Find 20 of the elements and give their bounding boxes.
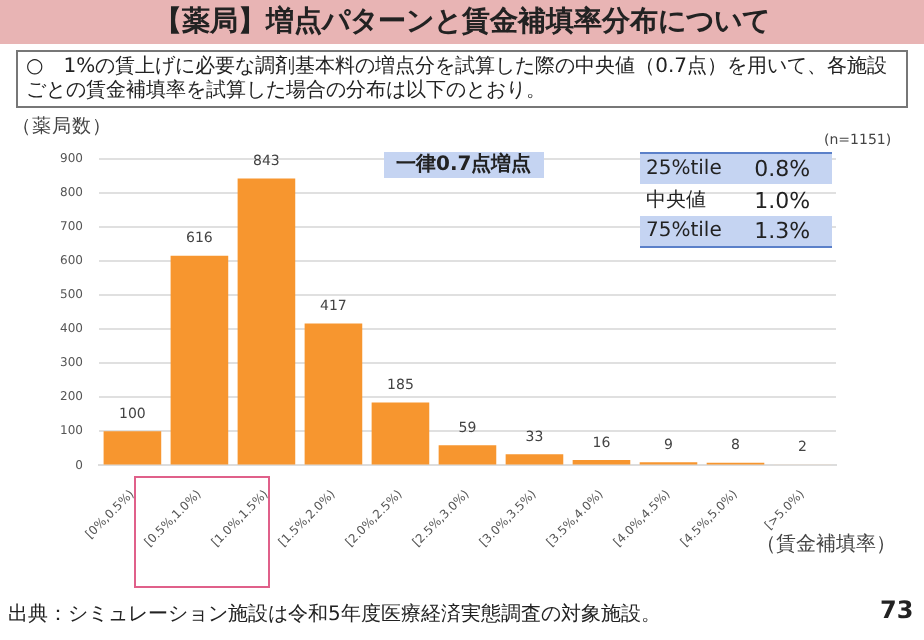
bar	[170, 255, 229, 465]
annotation: 25%tile	[644, 156, 724, 184]
y-axis-title: （薬局数）	[12, 114, 112, 140]
chart-title: 【薬局】増点パターンと賃金補填率分布について	[0, 0, 924, 44]
annotation: 75%tile	[644, 218, 724, 246]
annotation: 1.0%	[752, 185, 813, 216]
bar	[237, 178, 296, 465]
bar	[103, 431, 162, 465]
annotation: 中央値	[644, 187, 708, 216]
bar	[371, 402, 430, 465]
bar	[438, 445, 497, 465]
x-axis-title: （賃金補填率）	[756, 531, 896, 558]
bar	[505, 454, 564, 465]
source-note: 出典：シミュレーション施設は令和5年度医療経済実態調査の対象施設。	[8, 601, 661, 628]
annotation: 0.8%	[752, 154, 813, 184]
annotation: 1.3%	[752, 216, 813, 247]
text: 73	[880, 596, 914, 624]
chart-subtitle: ○ 1%の賃上げに必要な調剤基本料の増点分を試算した際の中央値（0.7点）を用いて、各施設ごとの賃金補填率を試算した場合の分布は以下のとおり。	[16, 50, 908, 108]
annotation: 一律0.7点増点	[384, 152, 544, 178]
bar	[304, 323, 363, 465]
